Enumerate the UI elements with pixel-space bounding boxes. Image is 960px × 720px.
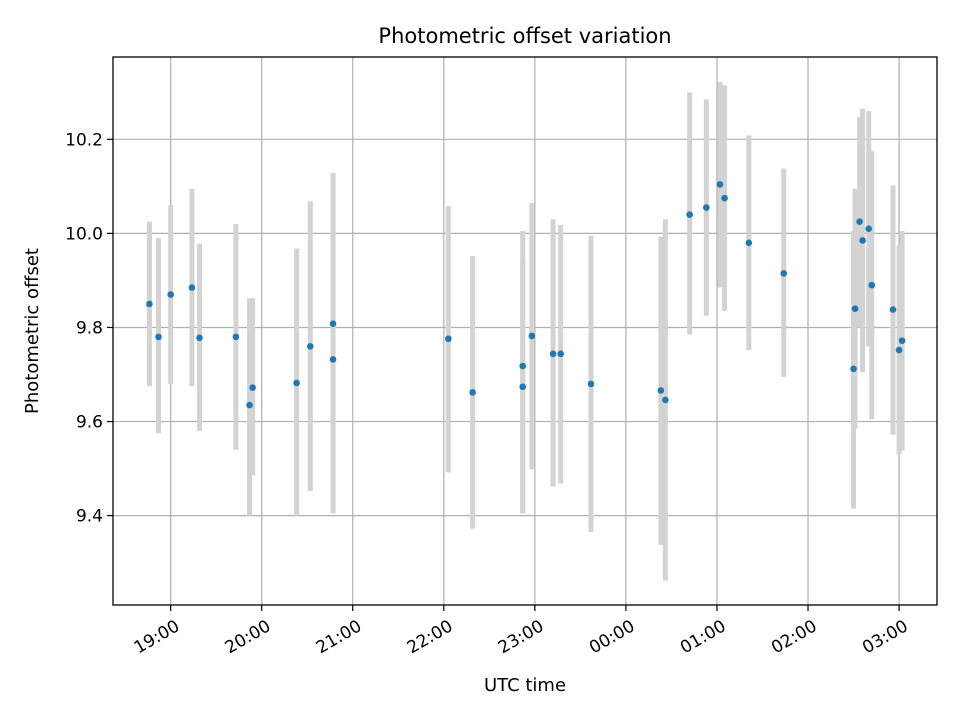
- data-point: [851, 305, 859, 312]
- data-point: [889, 306, 897, 313]
- data-point: [780, 270, 788, 277]
- data-point: [329, 356, 337, 363]
- data-point: [895, 346, 903, 354]
- y-tick-label: 10.2: [65, 130, 103, 150]
- data-point: [293, 379, 300, 387]
- y-axis-label: Photometric offset: [22, 248, 43, 414]
- data-point: [898, 337, 906, 344]
- y-tick-label: 10.0: [65, 224, 103, 244]
- data-point: [519, 383, 527, 391]
- data-point: [686, 211, 693, 218]
- data-point: [859, 237, 866, 244]
- data-point: [549, 350, 557, 358]
- data-point: [662, 396, 669, 404]
- data-point: [232, 333, 240, 341]
- y-tick-label: 9.6: [76, 413, 103, 433]
- data-point: [716, 181, 724, 188]
- data-point: [329, 320, 337, 328]
- data-point: [167, 291, 174, 298]
- data-point: [306, 342, 314, 350]
- data-point: [868, 281, 876, 289]
- data-point: [196, 334, 203, 342]
- data-point: [657, 387, 665, 394]
- data-point: [587, 380, 595, 388]
- data-point: [850, 365, 857, 373]
- data-point: [865, 225, 873, 232]
- data-point: [557, 350, 564, 358]
- plot-frame: [112, 56, 938, 606]
- data-point: [146, 300, 153, 308]
- data-point: [721, 194, 728, 202]
- data-point: [246, 401, 253, 409]
- data-point: [445, 335, 452, 343]
- x-axis-label: UTC time: [484, 675, 566, 696]
- data-point: [155, 333, 162, 341]
- data-point: [188, 284, 196, 291]
- data-point: [249, 384, 256, 391]
- data-point: [745, 239, 753, 247]
- y-tick-label: 9.4: [76, 507, 103, 527]
- data-point: [528, 332, 536, 340]
- data-point: [703, 204, 710, 211]
- data-point: [856, 218, 863, 225]
- y-tick-label: 9.8: [76, 318, 103, 338]
- data-point: [519, 362, 527, 370]
- chart-title: Photometric offset variation: [378, 24, 671, 48]
- point-layer: [146, 181, 906, 409]
- data-point: [469, 389, 476, 396]
